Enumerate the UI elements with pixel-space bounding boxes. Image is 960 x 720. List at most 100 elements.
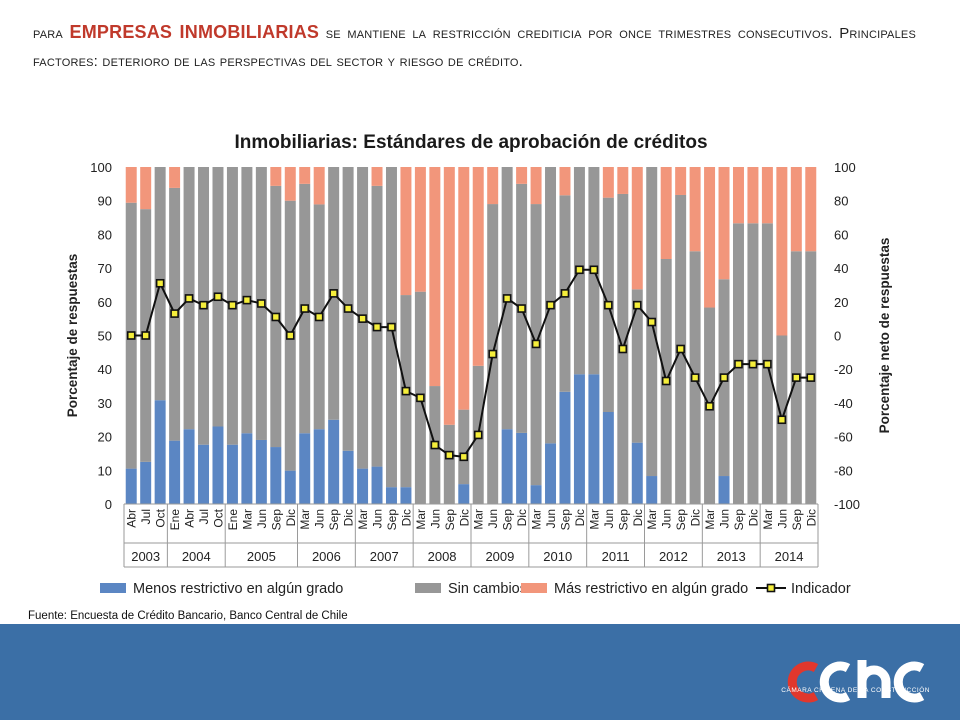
x-tick-label: Mar: [298, 509, 312, 530]
bar-sin-cambios: [443, 424, 455, 504]
y-tick-label: 20: [98, 430, 112, 445]
bar-mas: [530, 167, 542, 205]
indicator-marker: [126, 331, 136, 340]
bar-mas: [689, 167, 701, 252]
indicator-marker: [777, 415, 787, 425]
x-tick-label: Jun: [313, 509, 327, 528]
legend-swatch: [521, 583, 547, 593]
bar-mas: [805, 167, 817, 252]
x-tick-label: Sep: [501, 509, 515, 531]
bar-sin-cambios: [458, 409, 470, 485]
x-tick-label: Oct: [154, 508, 168, 527]
bar-mas: [675, 167, 687, 195]
x-tick-label: Sep: [443, 509, 457, 531]
bar-menos: [284, 470, 296, 504]
plot-area: [124, 167, 818, 504]
y-tick-label: 10: [98, 463, 112, 478]
bar-mas: [718, 167, 730, 280]
x-tick-label: Mar: [587, 509, 601, 530]
x-tick-label: Jul: [139, 509, 153, 524]
year-label: 2007: [370, 549, 399, 564]
indicator-marker: [748, 359, 758, 369]
year-label: 2011: [602, 549, 630, 564]
indicator-marker: [445, 450, 454, 460]
bar-menos: [458, 484, 470, 504]
x-tick-label: Mar: [530, 509, 544, 530]
indicator-marker: [430, 440, 440, 450]
x-tick-label: Abr: [125, 509, 139, 528]
bar-menos: [588, 374, 600, 504]
chart: Inmobiliarias: Estándares de aprobación …: [65, 132, 892, 597]
y-tick-label: 50: [98, 329, 112, 344]
x-tick-label: Sep: [327, 509, 341, 531]
y-tick-label: 60: [98, 295, 112, 310]
indicator-marker: [604, 300, 613, 310]
bar-mas: [313, 167, 325, 205]
legend-label: Indicador: [791, 581, 851, 597]
y2-tick-label: 80: [834, 194, 848, 209]
indicator-marker: [228, 300, 237, 310]
y2-tick-label: -60: [834, 430, 853, 445]
bar-mas: [270, 167, 282, 186]
bar-menos: [270, 447, 282, 504]
year-label: 2012: [659, 549, 688, 564]
bar-menos: [602, 411, 614, 504]
indicator-marker: [155, 278, 165, 288]
indicator-marker: [661, 376, 671, 386]
year-label: 2014: [775, 549, 804, 564]
x-tick-label: Jun: [486, 509, 500, 528]
x-tick-label: Jun: [602, 509, 616, 528]
indicator-marker: [690, 373, 700, 382]
bar-mas: [631, 167, 643, 290]
x-tick-label: Mar: [414, 509, 428, 530]
indicator-marker: [329, 289, 338, 298]
bar-mas: [284, 167, 296, 201]
indicator-marker: [271, 312, 281, 322]
indicator-marker: [213, 292, 223, 302]
indicator-marker: [184, 294, 194, 303]
x-tick-label: Jun: [255, 509, 269, 528]
y-tick-label: 30: [98, 396, 112, 411]
indicator-marker: [589, 265, 599, 275]
indicator-marker: [358, 314, 367, 323]
year-label: 2005: [247, 549, 276, 564]
indicator-marker: [488, 349, 497, 359]
y-tick-label: 100: [90, 160, 112, 175]
indicator-marker: [763, 359, 772, 369]
x-tick-label: Ene: [226, 509, 240, 531]
year-label: 2013: [717, 549, 746, 564]
x-tick-label: Dic: [631, 509, 645, 526]
indicator-marker: [705, 401, 714, 411]
logo-subtitle: CÁMARA CHILENA DE LA CONSTRUCCIÓN: [781, 687, 930, 694]
x-tick-label: Dic: [399, 509, 413, 526]
indicator-marker: [257, 299, 266, 308]
bar-menos: [125, 468, 137, 504]
bar-mas: [458, 167, 470, 410]
bar-menos: [559, 391, 571, 504]
legend-label: Sin cambios: [448, 581, 527, 597]
year-label: 2008: [428, 549, 457, 564]
year-label: 2010: [543, 549, 572, 564]
x-tick-label: Sep: [616, 509, 630, 531]
x-tick-label: Sep: [269, 509, 283, 531]
source-note: Fuente: Encuesta de Crédito Bancario, Ba…: [28, 610, 348, 622]
y2-tick-label: 60: [834, 227, 848, 242]
x-tick-label: Dic: [689, 509, 703, 526]
bar-menos: [198, 444, 210, 504]
indicator-marker: [170, 309, 179, 318]
x-tick-label: Dic: [284, 509, 298, 526]
y-axis-title: Porcentaje de respuestas: [65, 254, 80, 418]
x-tick-label: Jun: [544, 509, 558, 528]
indicator-marker: [387, 322, 396, 332]
indicator-marker: [734, 359, 743, 369]
bar-mas: [414, 167, 426, 292]
bar-menos: [241, 433, 253, 504]
bar-mas: [299, 167, 311, 184]
x-tick-label: Sep: [385, 509, 399, 531]
y2-tick-label: -100: [834, 497, 860, 512]
x-tick-label: Abr: [183, 509, 197, 528]
x-tick-label: Dic: [515, 509, 529, 526]
y2-tick-label: -40: [834, 396, 853, 411]
y2-tick-label: -20: [834, 362, 853, 377]
bar-menos: [154, 400, 166, 504]
